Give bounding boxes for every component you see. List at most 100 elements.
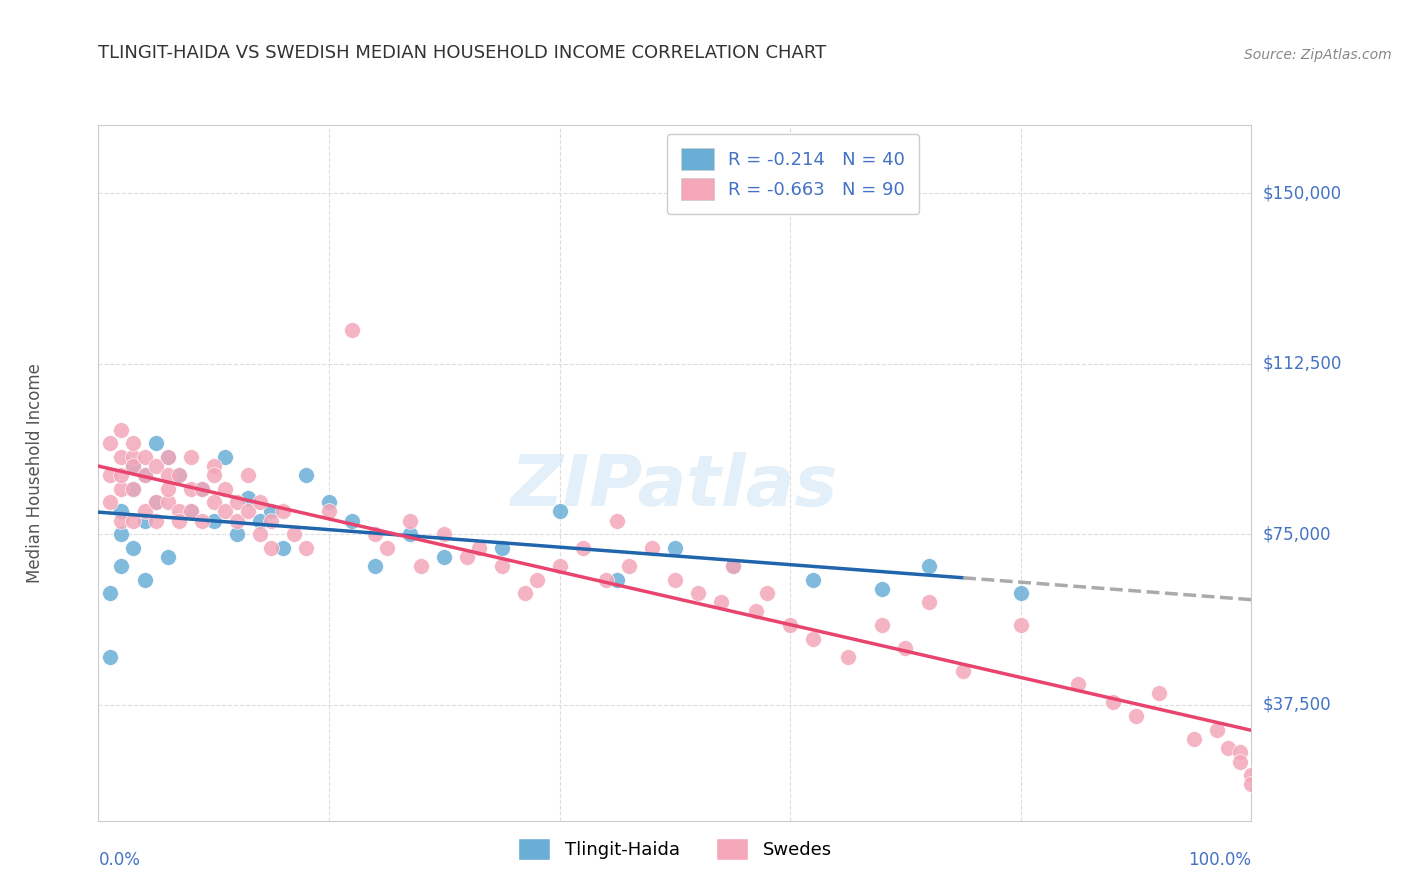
Point bbox=[837, 649, 859, 664]
Point bbox=[433, 549, 456, 564]
Point bbox=[295, 468, 318, 483]
Point bbox=[364, 527, 387, 541]
Point bbox=[134, 573, 156, 587]
Point bbox=[202, 468, 225, 483]
Text: Median Household Income: Median Household Income bbox=[25, 363, 44, 582]
Point bbox=[134, 468, 156, 483]
Point bbox=[191, 482, 214, 496]
Point bbox=[952, 664, 974, 678]
Point bbox=[122, 482, 145, 496]
Point bbox=[225, 514, 247, 528]
Point bbox=[156, 468, 179, 483]
Point bbox=[1010, 586, 1032, 600]
Point bbox=[110, 504, 132, 518]
Point bbox=[1147, 686, 1170, 700]
Point bbox=[110, 482, 132, 496]
Point bbox=[491, 559, 513, 574]
Point bbox=[1125, 709, 1147, 723]
Point bbox=[238, 504, 260, 518]
Text: $112,500: $112,500 bbox=[1263, 355, 1341, 373]
Text: ZIPatlas: ZIPatlas bbox=[512, 452, 838, 521]
Point bbox=[271, 541, 294, 555]
Point bbox=[872, 582, 894, 596]
Point bbox=[1229, 755, 1251, 769]
Point bbox=[145, 458, 167, 473]
Point bbox=[513, 586, 536, 600]
Point bbox=[686, 586, 709, 600]
Point bbox=[98, 495, 121, 509]
Point bbox=[202, 514, 225, 528]
Text: $75,000: $75,000 bbox=[1263, 525, 1331, 543]
Text: TLINGIT-HAIDA VS SWEDISH MEDIAN HOUSEHOLD INCOME CORRELATION CHART: TLINGIT-HAIDA VS SWEDISH MEDIAN HOUSEHOL… bbox=[98, 45, 827, 62]
Point bbox=[595, 573, 617, 587]
Point bbox=[744, 604, 766, 618]
Point bbox=[872, 618, 894, 632]
Point bbox=[238, 491, 260, 505]
Point bbox=[122, 450, 145, 464]
Point bbox=[756, 586, 779, 600]
Point bbox=[491, 541, 513, 555]
Point bbox=[917, 595, 939, 609]
Point bbox=[894, 640, 917, 655]
Point bbox=[411, 559, 433, 574]
Point bbox=[156, 549, 179, 564]
Legend: Tlingit-Haida, Swedes: Tlingit-Haida, Swedes bbox=[510, 830, 839, 867]
Point bbox=[134, 468, 156, 483]
Point bbox=[156, 482, 179, 496]
Text: $150,000: $150,000 bbox=[1263, 184, 1341, 202]
Point bbox=[110, 450, 132, 464]
Point bbox=[721, 559, 744, 574]
Point bbox=[249, 514, 271, 528]
Point bbox=[1010, 618, 1032, 632]
Point bbox=[1102, 695, 1125, 709]
Point bbox=[364, 559, 387, 574]
Point bbox=[156, 450, 179, 464]
Point bbox=[134, 504, 156, 518]
Point bbox=[134, 514, 156, 528]
Point bbox=[122, 436, 145, 450]
Point bbox=[238, 468, 260, 483]
Point bbox=[468, 541, 491, 555]
Point bbox=[98, 468, 121, 483]
Point bbox=[202, 458, 225, 473]
Point bbox=[295, 541, 318, 555]
Point bbox=[167, 504, 190, 518]
Point bbox=[145, 495, 167, 509]
Point bbox=[156, 450, 179, 464]
Point bbox=[318, 504, 340, 518]
Point bbox=[664, 541, 686, 555]
Text: 100.0%: 100.0% bbox=[1188, 851, 1251, 869]
Point bbox=[1182, 731, 1205, 746]
Text: $37,500: $37,500 bbox=[1263, 696, 1331, 714]
Point bbox=[375, 541, 398, 555]
Point bbox=[318, 495, 340, 509]
Point bbox=[98, 436, 121, 450]
Point bbox=[548, 559, 571, 574]
Point bbox=[721, 559, 744, 574]
Point bbox=[191, 514, 214, 528]
Point bbox=[1240, 777, 1263, 791]
Point bbox=[606, 514, 628, 528]
Point bbox=[260, 514, 283, 528]
Point bbox=[145, 436, 167, 450]
Point bbox=[110, 468, 132, 483]
Point bbox=[606, 573, 628, 587]
Point bbox=[249, 495, 271, 509]
Point bbox=[1067, 677, 1090, 691]
Point bbox=[664, 573, 686, 587]
Point bbox=[917, 559, 939, 574]
Point bbox=[145, 514, 167, 528]
Point bbox=[214, 450, 236, 464]
Point bbox=[167, 468, 190, 483]
Point bbox=[110, 559, 132, 574]
Text: Source: ZipAtlas.com: Source: ZipAtlas.com bbox=[1244, 48, 1392, 62]
Point bbox=[134, 450, 156, 464]
Point bbox=[180, 450, 202, 464]
Point bbox=[801, 632, 824, 646]
Point bbox=[433, 527, 456, 541]
Point bbox=[225, 527, 247, 541]
Point bbox=[180, 482, 202, 496]
Point bbox=[526, 573, 548, 587]
Point bbox=[110, 527, 132, 541]
Point bbox=[122, 458, 145, 473]
